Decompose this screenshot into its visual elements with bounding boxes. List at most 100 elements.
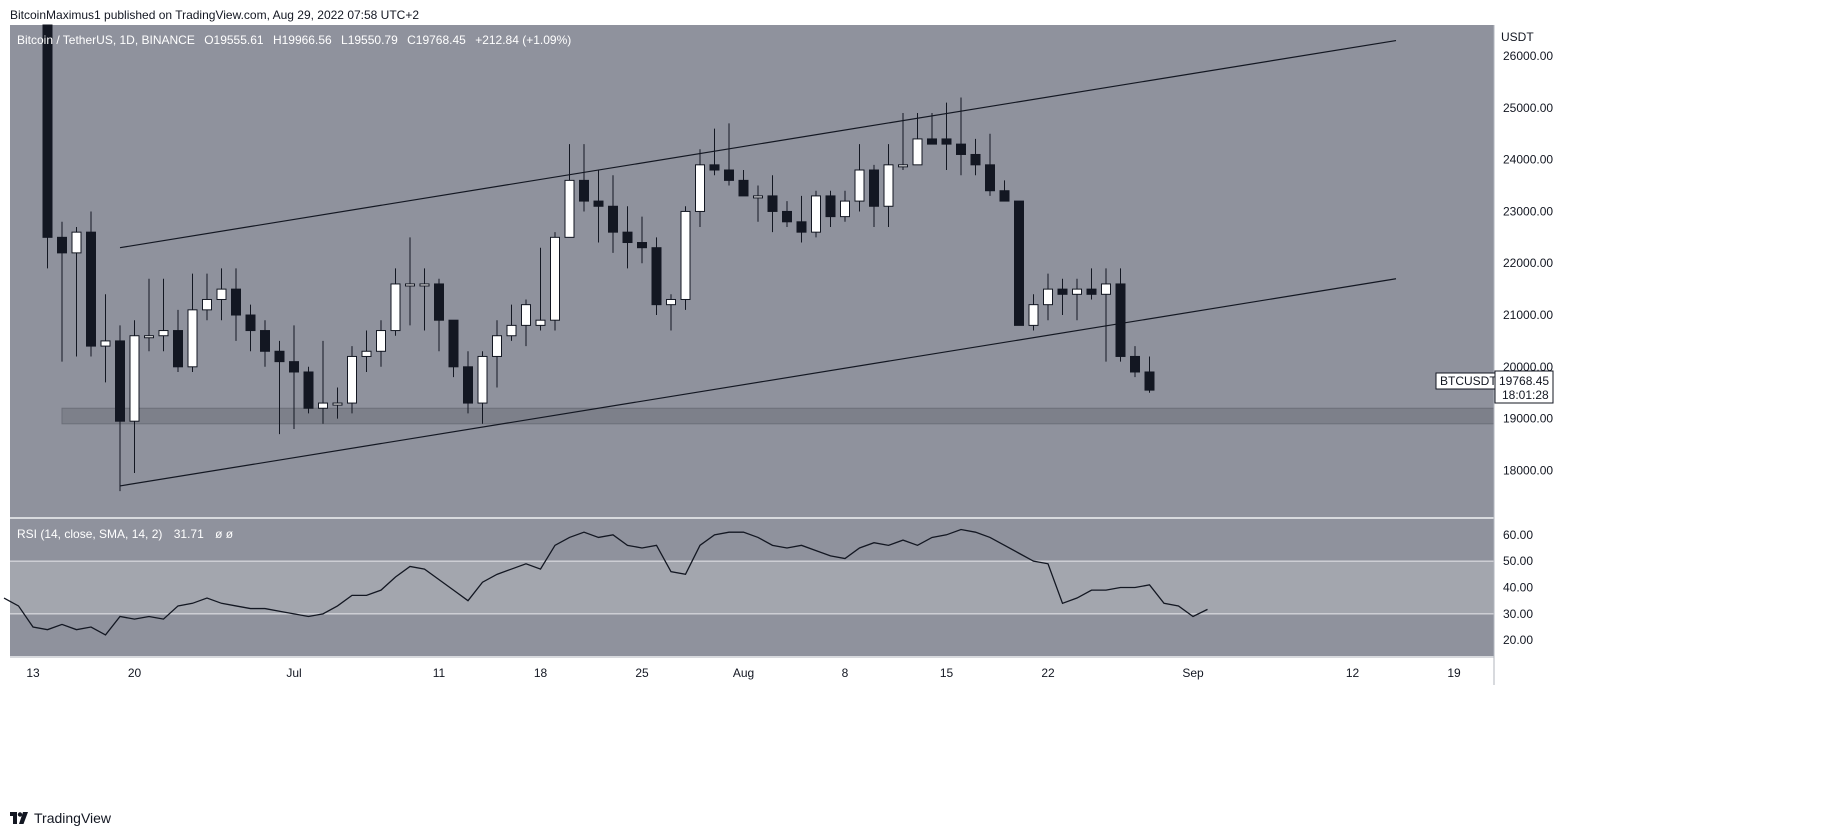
candle-body-up bbox=[332, 402, 343, 406]
candle-body-down bbox=[1115, 283, 1126, 357]
candle-body-down bbox=[448, 319, 459, 368]
candle-body-down bbox=[637, 242, 647, 249]
candle bbox=[651, 237, 662, 316]
candle bbox=[898, 113, 908, 171]
candle bbox=[216, 268, 227, 321]
candle-body-up bbox=[216, 288, 227, 300]
candle-body-down bbox=[274, 350, 285, 363]
candle bbox=[187, 273, 198, 372]
candle bbox=[738, 170, 749, 197]
candle bbox=[1072, 278, 1082, 321]
time-tick-label: 22 bbox=[1041, 666, 1055, 680]
channel-lower-line bbox=[119, 278, 1397, 487]
candle-body-down bbox=[57, 236, 67, 254]
candle-body-up bbox=[840, 200, 850, 218]
price-ticks: 26000.00 25000.00 24000.00 23000.00 22000.00… bbox=[1503, 49, 1553, 477]
candle bbox=[361, 330, 372, 372]
candle-body-down bbox=[622, 231, 633, 244]
candle-body-down bbox=[231, 288, 241, 316]
time-tick-label: Aug bbox=[733, 666, 754, 680]
candle bbox=[985, 133, 995, 196]
candle-body-up bbox=[666, 298, 676, 306]
candle-body-down bbox=[782, 210, 792, 223]
candle bbox=[448, 319, 459, 378]
candle-body-up bbox=[129, 335, 140, 422]
rsi-line bbox=[3, 528, 1208, 636]
symbol-legend[interactable]: Bitcoin / TetherUS, 1D, BINANCE O19555.6… bbox=[17, 33, 571, 47]
time-ticks[interactable]: 13 20 Jul 11 18 25 Aug 8 15 22 Sep 12 19 bbox=[26, 666, 1461, 680]
candle bbox=[999, 180, 1010, 202]
price-tick-label: 19000.00 bbox=[1503, 412, 1553, 426]
candle bbox=[521, 299, 531, 347]
candle-body-down bbox=[303, 371, 314, 409]
candle bbox=[608, 175, 618, 253]
candle bbox=[1115, 268, 1126, 362]
candle-body-down bbox=[593, 200, 604, 207]
candle bbox=[100, 294, 111, 383]
candle-body-down bbox=[767, 195, 778, 212]
candle bbox=[912, 113, 923, 166]
price-tag-bg bbox=[1494, 370, 1554, 404]
candle-body-down bbox=[1130, 355, 1140, 373]
candle-body-up bbox=[361, 350, 372, 357]
candle bbox=[1144, 356, 1155, 393]
candle-body-down bbox=[709, 164, 720, 171]
time-tick-label: 13 bbox=[26, 666, 40, 680]
candle bbox=[303, 366, 314, 414]
rsi-tick-label: 20.00 bbox=[1503, 633, 1533, 647]
candle bbox=[318, 340, 328, 424]
candle-body-up bbox=[1028, 304, 1039, 326]
candle-body-up bbox=[564, 179, 575, 238]
candle-body-up bbox=[695, 164, 705, 212]
channel-upper-line bbox=[119, 39, 1397, 249]
candle-body-down bbox=[579, 179, 589, 202]
time-tick-label: 19 bbox=[1447, 666, 1461, 680]
candle-body-down bbox=[245, 314, 256, 332]
candle bbox=[477, 351, 488, 424]
rsi-tick-label: 40.00 bbox=[1503, 581, 1533, 595]
candle-body-down bbox=[825, 195, 836, 218]
candle bbox=[637, 216, 647, 264]
rsi-ticks: 60.00 50.00 40.00 30.00 20.00 bbox=[1503, 528, 1533, 647]
price-tick-label: 24000.00 bbox=[1503, 153, 1553, 167]
candle-body-up bbox=[1043, 288, 1053, 306]
time-tick-label: 8 bbox=[842, 666, 849, 680]
candle bbox=[42, 24, 53, 269]
price-tick-label: 18000.00 bbox=[1503, 463, 1553, 477]
candle bbox=[854, 144, 865, 212]
candle bbox=[231, 268, 241, 341]
rsi-band bbox=[10, 561, 1494, 614]
candle-body-down bbox=[260, 330, 270, 352]
symbol-tag: BTCUSDT bbox=[1440, 374, 1497, 388]
candle bbox=[970, 138, 981, 176]
candle-body-down bbox=[1057, 288, 1068, 295]
candle bbox=[767, 175, 778, 233]
rsi-tick-label: 30.00 bbox=[1503, 607, 1533, 621]
candle-body-down bbox=[956, 143, 966, 155]
candle bbox=[245, 304, 256, 352]
candle bbox=[419, 268, 430, 331]
price-tick-label: 21000.00 bbox=[1503, 308, 1553, 322]
footer-brand[interactable]: TradingView bbox=[34, 810, 112, 826]
candle-body-up bbox=[419, 283, 430, 287]
candle bbox=[289, 325, 299, 429]
price-pane[interactable] bbox=[10, 25, 1494, 517]
candle-body-up bbox=[883, 164, 894, 207]
candle-body-down bbox=[463, 366, 473, 404]
candle bbox=[535, 247, 546, 331]
time-tick-label: 12 bbox=[1346, 666, 1360, 680]
candle-body-down bbox=[1014, 200, 1024, 326]
candle-body-down bbox=[86, 231, 96, 347]
currency-label: USDT bbox=[1501, 30, 1534, 44]
candle bbox=[434, 278, 444, 352]
candle bbox=[1086, 268, 1097, 300]
candle-body-up bbox=[535, 319, 546, 326]
candle bbox=[666, 294, 676, 331]
footer: TradingView bbox=[10, 808, 111, 828]
candle-body-down bbox=[289, 361, 299, 373]
rsi-legend[interactable]: RSI (14, close, SMA, 14, 2) 31.71 ø ø bbox=[17, 527, 234, 541]
candle bbox=[86, 211, 96, 357]
candle-body-down bbox=[42, 24, 53, 238]
candle bbox=[506, 304, 517, 341]
candle bbox=[941, 102, 952, 171]
